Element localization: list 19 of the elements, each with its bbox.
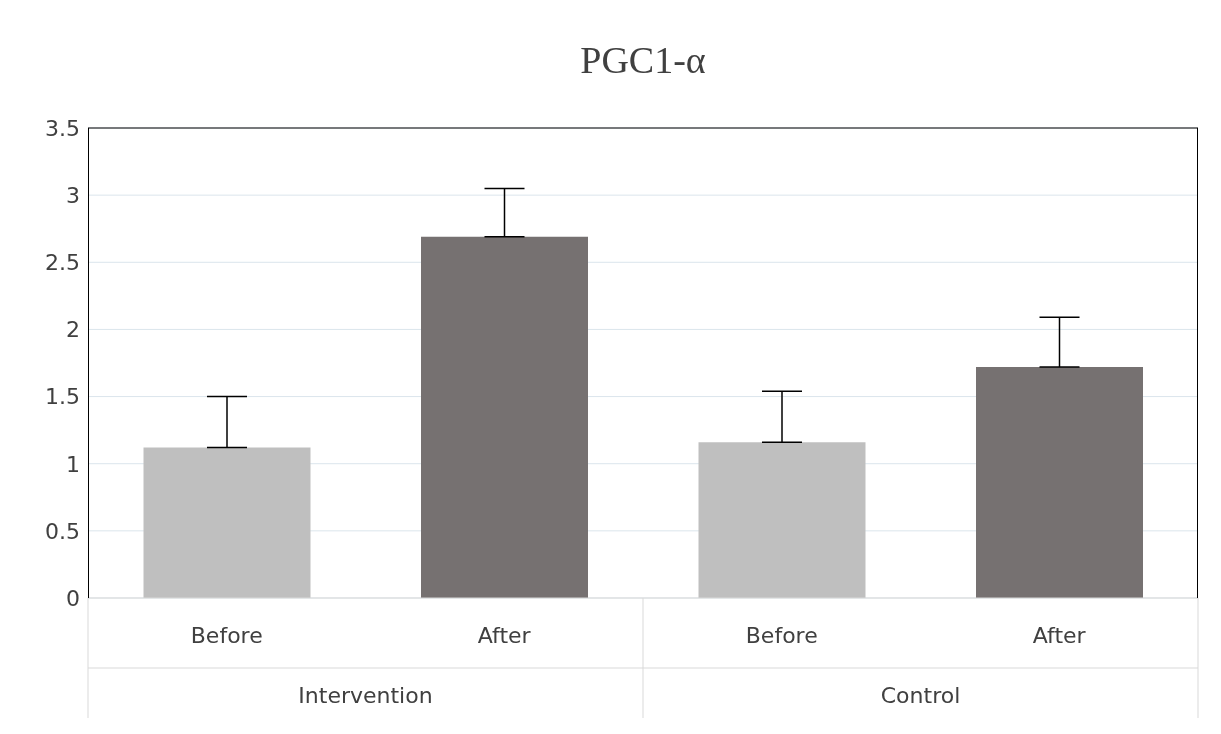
bar xyxy=(976,367,1143,598)
bar xyxy=(698,442,866,598)
x-tick-label: After xyxy=(1032,623,1087,648)
y-tick-label: 2.5 xyxy=(45,250,80,276)
y-tick-label: 2 xyxy=(66,317,80,343)
y-tick-label: 1 xyxy=(66,451,80,477)
x-tick-label: Before xyxy=(190,623,263,648)
y-tick-label: 1.5 xyxy=(45,384,80,410)
y-tick-label: 3 xyxy=(66,182,80,208)
x-tick-label: After xyxy=(477,623,532,648)
text: Intervention xyxy=(298,683,433,708)
bar xyxy=(143,447,311,598)
x-tick-label: Before xyxy=(745,623,818,648)
y-tick-label: 0.5 xyxy=(45,518,80,544)
y-tick-label: 3.5 xyxy=(45,115,80,141)
text: Control xyxy=(880,683,961,708)
chart-title: PGC1-α xyxy=(579,38,707,82)
y-tick-label: 0 xyxy=(66,585,80,611)
bar xyxy=(421,236,588,598)
